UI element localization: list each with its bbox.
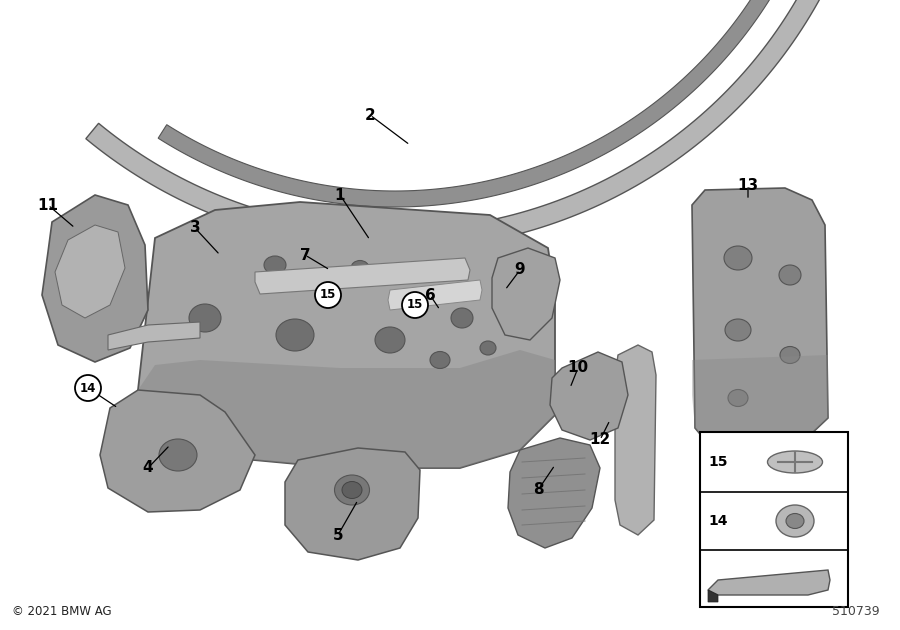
Polygon shape <box>100 390 255 512</box>
Polygon shape <box>708 570 830 595</box>
Ellipse shape <box>724 246 752 270</box>
Ellipse shape <box>430 352 450 369</box>
Ellipse shape <box>351 260 369 275</box>
Text: 15: 15 <box>708 455 727 469</box>
Text: 3: 3 <box>190 220 201 236</box>
Ellipse shape <box>779 265 801 285</box>
Ellipse shape <box>786 513 804 529</box>
Polygon shape <box>492 248 560 340</box>
Text: 13: 13 <box>737 178 759 193</box>
Text: 6: 6 <box>425 287 436 302</box>
Polygon shape <box>255 258 470 294</box>
Text: 4: 4 <box>143 461 153 476</box>
Polygon shape <box>615 345 656 535</box>
Polygon shape <box>86 0 856 250</box>
Text: 9: 9 <box>515 263 526 277</box>
Polygon shape <box>692 188 828 442</box>
Text: 1: 1 <box>335 188 346 202</box>
Text: 510739: 510739 <box>832 605 880 618</box>
Polygon shape <box>55 225 125 318</box>
Ellipse shape <box>480 341 496 355</box>
Polygon shape <box>158 0 801 207</box>
Ellipse shape <box>728 389 748 406</box>
Text: 15: 15 <box>407 299 423 311</box>
Ellipse shape <box>780 346 800 364</box>
Polygon shape <box>138 350 555 468</box>
Ellipse shape <box>335 475 370 505</box>
Text: 5: 5 <box>333 527 343 542</box>
Ellipse shape <box>189 304 221 332</box>
Polygon shape <box>285 448 420 560</box>
Text: 15: 15 <box>320 289 337 302</box>
Ellipse shape <box>342 481 362 498</box>
Polygon shape <box>708 590 718 602</box>
Circle shape <box>315 282 341 308</box>
Text: 14: 14 <box>708 514 727 528</box>
Ellipse shape <box>264 256 286 274</box>
Text: 10: 10 <box>567 360 589 375</box>
Ellipse shape <box>159 439 197 471</box>
Text: © 2021 BMW AG: © 2021 BMW AG <box>12 605 112 618</box>
Polygon shape <box>138 202 555 468</box>
Text: 11: 11 <box>38 197 58 212</box>
Circle shape <box>75 375 101 401</box>
Polygon shape <box>508 438 600 548</box>
Text: 8: 8 <box>533 483 544 498</box>
Polygon shape <box>108 322 200 350</box>
Polygon shape <box>388 280 482 310</box>
Text: 7: 7 <box>300 248 310 263</box>
Ellipse shape <box>725 319 751 341</box>
Circle shape <box>402 292 428 318</box>
Text: 14: 14 <box>80 382 96 394</box>
Text: 12: 12 <box>590 433 610 447</box>
Ellipse shape <box>276 319 314 351</box>
Ellipse shape <box>451 308 473 328</box>
Ellipse shape <box>768 451 823 473</box>
Polygon shape <box>550 352 628 440</box>
Text: 2: 2 <box>364 108 375 122</box>
Ellipse shape <box>375 327 405 353</box>
Polygon shape <box>42 195 148 362</box>
Ellipse shape <box>776 505 814 537</box>
Polygon shape <box>692 355 828 442</box>
FancyBboxPatch shape <box>700 432 848 607</box>
